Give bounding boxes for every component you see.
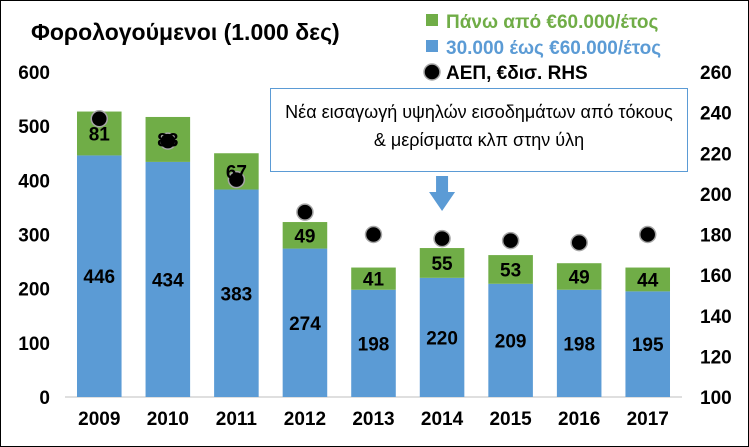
x-axis-ticks: 2009 2010 2011 2012 2013 2014 2015 2016 2017 [78,409,669,430]
left-tick-label: 200 [18,280,50,301]
bar-label-over-60k: 53 [500,260,521,281]
bar-over-60k [282,222,328,249]
left-axis-ticks: 0 100 200 300 400 500 600 [18,63,50,409]
x-tick-label: 2009 [78,409,120,430]
legend-marker-gdp [423,63,441,81]
right-tick-label: 220 [700,144,732,165]
x-tick-label: 2012 [284,409,326,430]
gdp-point [638,225,657,244]
bar-over-60k [625,267,671,292]
x-tick-label: 2010 [147,409,189,430]
bar-30k-60k [145,161,191,397]
chart-title: Φορολογούμενοι (1.000 δες) [31,19,340,45]
right-tick-label: 200 [700,185,732,206]
legend-label-gdp: ΑΕΠ, €δισ. RHS [446,63,588,84]
bar-30k-60k [625,291,671,397]
bar-label-30k-60k: 274 [289,314,321,335]
x-tick-label: 2015 [489,409,532,430]
gdp-points [90,109,657,252]
left-tick-label: 500 [18,117,50,138]
legend-label-30k-60k: 30.000 έως €60.000/έτος [446,38,661,59]
bar-label-30k-60k: 383 [221,284,253,305]
legend-label-over-60k: Πάνω από €60.000/έτος [446,12,658,33]
bar-label-over-60k: 49 [569,267,590,288]
right-axis-ticks: 100 120 140 160 180 200 220 240 260 [700,63,732,409]
bar-30k-60k [556,289,602,397]
bar-30k-60k [282,248,328,397]
x-tick-label: 2013 [352,409,394,430]
right-tick-label: 180 [700,226,732,247]
bar-label-30k-60k: 446 [83,267,115,288]
left-tick-label: 300 [18,226,50,247]
gdp-point [296,203,314,221]
x-tick-label: 2017 [627,409,669,430]
bar-label-30k-60k: 220 [426,328,458,349]
bar-label-30k-60k: 198 [563,334,595,355]
bar-label-over-60k: 67 [226,162,247,183]
bar-over-60k [556,263,602,290]
bar-over-60k [351,267,396,290]
bar-30k-60k [214,189,259,397]
x-tick-label: 2014 [421,409,464,430]
right-tick-label: 260 [700,63,732,84]
bar-label-over-60k: 81 [89,124,111,145]
gdp-point [570,233,588,252]
left-tick-label: 0 [39,388,50,409]
right-tick-label: 140 [700,307,732,328]
bar-labels: 446 81 434 83 383 67 274 49 198 41 220 55 209 53 198 49… [83,124,664,356]
x-tick-label: 2011 [216,409,258,430]
left-tick-label: 100 [18,334,50,355]
right-tick-label: 100 [700,388,732,409]
bar-label-over-60k: 83 [157,130,178,151]
bar-label-over-60k: 55 [431,254,453,275]
annotation-note: Νέα εισαγωγή υψηλών εισοδημάτων από τόκο… [270,88,688,172]
bar-label-30k-60k: 434 [152,270,184,291]
gdp-point [364,225,383,244]
x-tick-label: 2016 [558,409,600,430]
gdp-point [227,170,246,189]
bar-label-30k-60k: 198 [358,334,390,355]
bar-label-30k-60k: 209 [495,331,527,352]
bar-30k-60k [76,155,122,397]
legend-swatch-30k-60k [426,40,438,52]
right-tick-label: 120 [700,347,732,368]
gdp-point [90,109,109,128]
legend: Πάνω από €60.000/έτος 30.000 έως €60.000… [423,12,661,84]
legend-swatch-over-60k [426,14,438,26]
left-tick-label: 400 [18,171,50,192]
bar-over-60k [488,255,533,284]
right-tick-label: 240 [700,104,732,125]
bars [76,111,671,397]
right-tick-label: 160 [700,266,732,287]
gdp-point [501,231,520,250]
bar-label-over-60k: 41 [363,270,385,291]
bar-label-over-60k: 44 [637,270,659,291]
bar-label-30k-60k: 195 [632,335,664,356]
gdp-point [433,229,451,248]
annotation-arrow [429,176,456,211]
down-arrow-icon [429,176,456,211]
bar-30k-60k [488,283,533,397]
left-tick-label: 600 [18,63,50,84]
bar-30k-60k [419,277,465,397]
bar-30k-60k [351,289,396,397]
bar-label-over-60k: 49 [294,226,315,247]
bar-over-60k [419,248,465,278]
gdp-point [159,132,177,150]
